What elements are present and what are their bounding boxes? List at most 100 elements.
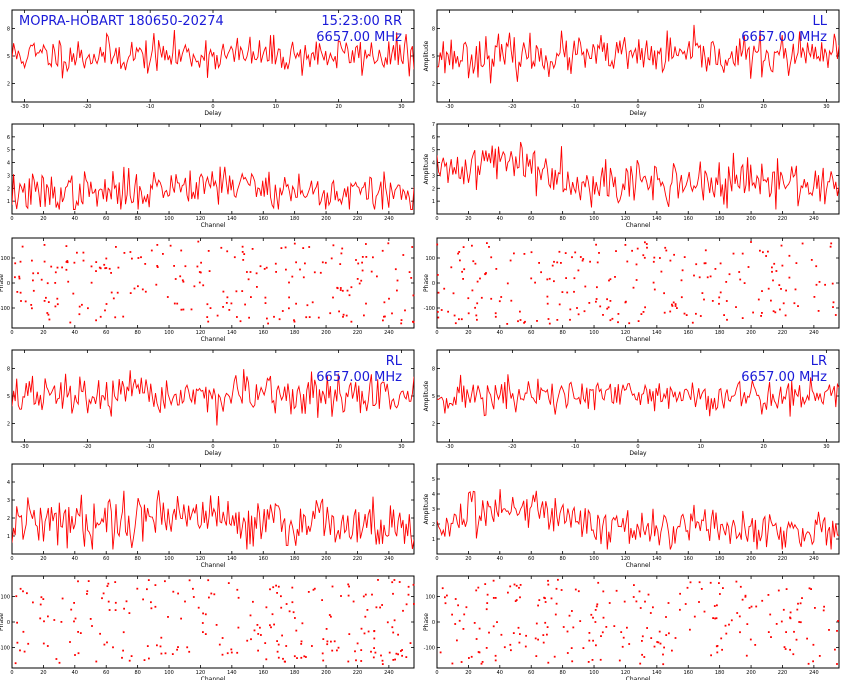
phase-point (713, 605, 716, 607)
phase-point (441, 587, 444, 590)
phase-point (474, 306, 476, 309)
y-tick-label: 2 (7, 516, 10, 522)
phase-point (606, 307, 609, 310)
phase-point (37, 272, 39, 275)
phase-point (798, 621, 801, 623)
phase-point (599, 305, 602, 308)
phase-point (30, 304, 33, 306)
x-tick-label: 180 (290, 216, 300, 222)
phase-point (340, 595, 342, 597)
ll-channel-trace (437, 141, 839, 210)
phase-point (180, 617, 182, 620)
phase-point (19, 291, 22, 294)
rl-channel-panel: 0 20 40 60 80 100 120 140 160 180 200 220 240 1 2 3 4 Cha… (7, 463, 415, 569)
phase-point (342, 313, 345, 316)
phase-point (218, 643, 221, 646)
phase-point (662, 653, 664, 656)
phase-point (156, 265, 159, 267)
phase-point (780, 620, 783, 623)
x-tick-label: 40 (497, 330, 503, 336)
phase-point (271, 613, 274, 616)
phase-point (530, 251, 533, 254)
phase-point (475, 314, 478, 317)
phase-point (744, 594, 747, 597)
phase-point (524, 320, 526, 323)
rl-phase-panel: 0 20 40 60 80 100 120 140 160 180 200 220 240 -100 0 10… (0, 575, 415, 680)
phase-point (400, 322, 403, 325)
phase-point (546, 302, 549, 305)
phase-point (813, 296, 816, 298)
phase-point (540, 271, 542, 274)
phase-point (576, 307, 578, 309)
x-tick-label: 30 (398, 104, 404, 110)
phase-point (131, 257, 133, 260)
phase-point (241, 290, 244, 292)
phase-point (471, 289, 474, 292)
phase-point (750, 241, 752, 243)
y-tick-label: 5 (7, 54, 10, 60)
phase-point (806, 637, 808, 640)
phase-point (146, 645, 149, 647)
phase-point (393, 579, 396, 581)
phase-point (594, 621, 597, 623)
phase-point (394, 658, 396, 661)
phase-point (769, 613, 772, 616)
phase-point (524, 645, 527, 648)
phase-point (624, 301, 627, 304)
phase-point (704, 262, 707, 265)
phase-point (226, 296, 229, 299)
phase-point (762, 251, 764, 254)
phase-point (789, 611, 792, 614)
phase-point (517, 320, 519, 323)
phase-point (366, 609, 369, 611)
phase-point (392, 631, 395, 634)
phase-point (566, 291, 569, 294)
phase-point (693, 615, 696, 618)
phase-point (192, 596, 195, 598)
phase-point (348, 294, 351, 297)
phase-point (107, 582, 110, 585)
phase-point (640, 313, 643, 315)
phase-point (360, 649, 363, 651)
y-axis-label: Amplitude (423, 380, 430, 411)
phase-point (515, 584, 518, 587)
phase-point (61, 266, 63, 269)
phase-point (617, 313, 620, 315)
phase-point (462, 628, 465, 630)
phase-point (207, 320, 210, 323)
phase-point (125, 600, 128, 603)
phase-point (812, 660, 814, 663)
phase-point (116, 291, 119, 294)
phase-point (300, 656, 303, 659)
phase-point (652, 260, 655, 263)
phase-point (394, 268, 397, 271)
phase-point (53, 619, 56, 621)
phase-point (215, 624, 218, 626)
phase-point (55, 658, 58, 660)
x-tick-label: 0 (211, 444, 214, 450)
phase-point (26, 592, 28, 595)
phase-point (653, 288, 656, 291)
phase-point (596, 286, 598, 289)
phase-point (365, 243, 367, 245)
baseline-title: MOPRA-HOBART 180650-20274 (19, 14, 224, 29)
phase-point (836, 630, 838, 632)
phase-point (715, 645, 718, 648)
x-tick-label: 240 (384, 330, 394, 336)
y-tick-label: 4 (432, 492, 435, 498)
phase-point (515, 599, 518, 601)
phase-point (281, 634, 283, 637)
phase-point (107, 600, 110, 603)
x-tick-label: 140 (227, 556, 237, 562)
y-tick-label: 4 (432, 161, 435, 167)
phase-point (102, 592, 105, 595)
phase-point (259, 265, 262, 268)
y-tick-label: 1 (7, 534, 10, 540)
phase-point (285, 603, 288, 605)
phase-point (591, 659, 594, 661)
phase-point (817, 310, 820, 312)
phase-point (407, 593, 410, 596)
phase-point (829, 245, 832, 248)
phase-point (336, 649, 338, 652)
phase-point (22, 590, 24, 593)
